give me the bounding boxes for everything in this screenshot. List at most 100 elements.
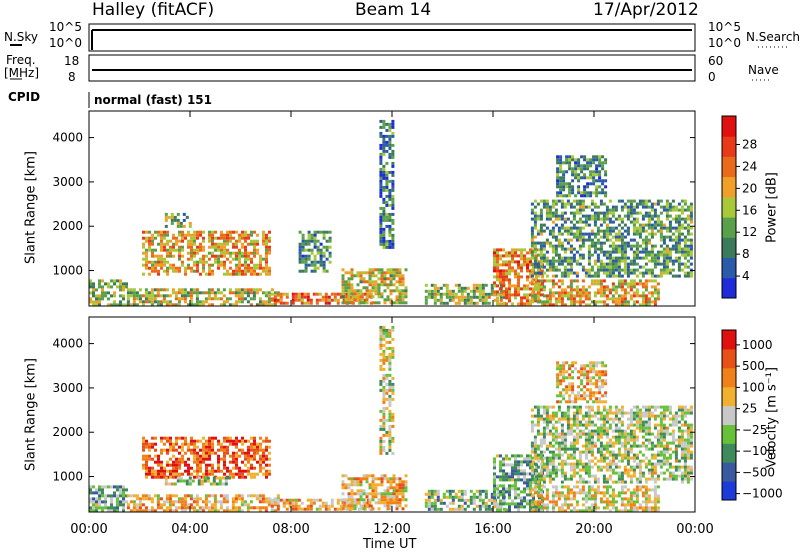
heatmap-cell-0-5 [359, 301, 363, 305]
heatmap-cell-0-0 [145, 248, 148, 252]
heatmap-cell-1-7 [493, 457, 496, 461]
heatmap-cell-0-6 [301, 248, 305, 252]
heatmap-cell-0-5 [389, 268, 393, 272]
heatmap-cell-1-9 [614, 456, 618, 460]
heatmap-cell-1-7 [520, 472, 523, 476]
heatmap-cell-1-7 [493, 496, 496, 500]
heatmap-cell-1-0 [142, 436, 145, 440]
heatmap-cell-1-8 [596, 485, 600, 489]
heatmap-cell-1-9 [617, 408, 621, 412]
heatmap-cell-0-3 [216, 297, 220, 301]
heatmap-cell-0-0 [223, 251, 226, 255]
heatmap-cell-0-10 [665, 265, 669, 269]
heatmap-cell-1-6 [490, 498, 494, 502]
heatmap-cell-1-0 [244, 457, 247, 461]
heatmap-cell-0-10 [644, 241, 648, 245]
heatmap-cell-0-6 [319, 230, 323, 234]
heatmap-cell-0-10 [608, 226, 612, 230]
heatmap-cell-0-0 [268, 266, 271, 270]
heatmap-cell-1-8 [533, 491, 537, 495]
heatmap-cell-0-10 [572, 256, 576, 260]
heatmap-cell-0-3 [147, 297, 151, 301]
heatmap-cell-1-0 [190, 451, 193, 455]
heatmap-cell-0-3 [219, 297, 223, 301]
heatmap-cell-0-8 [514, 254, 517, 258]
heatmap-cell-1-3 [174, 506, 178, 510]
heatmap-cell-0-7 [457, 286, 461, 290]
heatmap-cell-1-1 [215, 476, 219, 480]
heatmap-cell-0-4 [339, 292, 343, 296]
heatmap-cell-1-8 [593, 509, 597, 513]
heatmap-cell-1-3 [264, 497, 268, 501]
heatmap-cell-1-9 [590, 453, 594, 457]
heatmap-cell-0-9 [575, 294, 579, 298]
heatmap-cell-0-10 [668, 220, 672, 224]
heatmap-cell-1-0 [244, 454, 247, 458]
heatmap-cell-0-12 [388, 215, 392, 219]
heatmap-cell-1-0 [151, 436, 154, 440]
heatmap-cell-1-3 [162, 509, 166, 513]
heatmap-cell-0-0 [214, 230, 217, 234]
heatmap-cell-1-5 [386, 486, 390, 490]
heatmap-cell-1-0 [160, 466, 163, 470]
heatmap-cell-0-5 [398, 274, 402, 278]
heatmap-cell-0-3 [207, 297, 211, 301]
heatmap-cell-0-11 [601, 182, 605, 186]
heatmap-cell-0-10 [650, 223, 654, 227]
heatmap-cell-1-0 [151, 457, 154, 461]
heatmap-cell-0-10 [542, 205, 546, 209]
heatmap-cell-0-9 [641, 285, 645, 289]
heatmap-cell-0-5 [359, 295, 363, 299]
heatmap-cell-0-5 [356, 289, 360, 293]
heatmap-cell-1-3 [171, 503, 175, 507]
heatmap-cell-0-11 [559, 194, 563, 198]
heatmap-cell-0-10 [611, 250, 615, 254]
heatmap-cell-0-9 [572, 279, 576, 283]
heatmap-cell-1-5 [398, 498, 402, 502]
heatmap-cell-1-4 [306, 498, 310, 502]
heatmap-cell-0-12 [382, 164, 386, 168]
heatmap-cell-1-0 [250, 454, 253, 458]
heatmap-cell-0-0 [223, 236, 226, 240]
heatmap-cell-1-9 [626, 447, 630, 451]
heatmap-cell-0-10 [581, 238, 585, 242]
heatmap-cell-1-7 [526, 493, 529, 497]
heatmap-cell-0-0 [235, 266, 238, 270]
heatmap-cell-1-9 [611, 468, 615, 472]
heatmap-cell-0-0 [208, 263, 211, 267]
heatmap-cell-0-11 [598, 158, 602, 162]
heatmap-cell-1-3 [138, 497, 142, 501]
nave-tick-low: 0 [708, 70, 716, 84]
heatmap-cell-0-10 [596, 271, 600, 275]
heatmap-cell-0-10 [644, 250, 648, 254]
heatmap-cell-0-3 [138, 300, 142, 304]
heatmap-cell-0-10 [587, 205, 591, 209]
heatmap-cell-0-0 [145, 266, 148, 270]
heatmap-cell-1-8 [647, 506, 651, 510]
heatmap-cell-1-6 [448, 501, 452, 505]
heatmap-cell-0-9 [593, 294, 597, 298]
heatmap-cell-0-8 [529, 248, 532, 252]
heatmap-cell-0-12 [379, 131, 383, 135]
heatmap-cell-0-8 [517, 281, 520, 285]
heatmap-cell-1-9 [611, 459, 615, 463]
heatmap-cell-1-6 [478, 492, 482, 496]
heatmap-cell-0-3 [204, 291, 208, 295]
heatmap-cell-0-11 [598, 164, 602, 168]
heatmap-cell-1-7 [499, 478, 502, 482]
heatmap-cell-0-10 [620, 238, 624, 242]
heatmap-cell-0-10 [623, 271, 627, 275]
heatmap-cell-1-2 [116, 503, 119, 507]
heatmap-cell-1-8 [560, 503, 564, 507]
heatmap-cell-1-6 [478, 504, 482, 508]
heatmap-cell-1-9 [614, 405, 618, 409]
heatmap-cell-1-5 [398, 489, 402, 493]
heatmap-cell-1-8 [626, 488, 630, 492]
heatmap-cell-1-9 [554, 465, 558, 469]
heatmap-cell-0-5 [356, 274, 360, 278]
heatmap-cell-0-11 [595, 167, 599, 171]
heatmap-cell-1-8 [641, 506, 645, 510]
heatmap-cell-1-9 [596, 459, 600, 463]
heatmap-cell-1-7 [526, 502, 529, 506]
heatmap-cell-1-9 [596, 432, 600, 436]
